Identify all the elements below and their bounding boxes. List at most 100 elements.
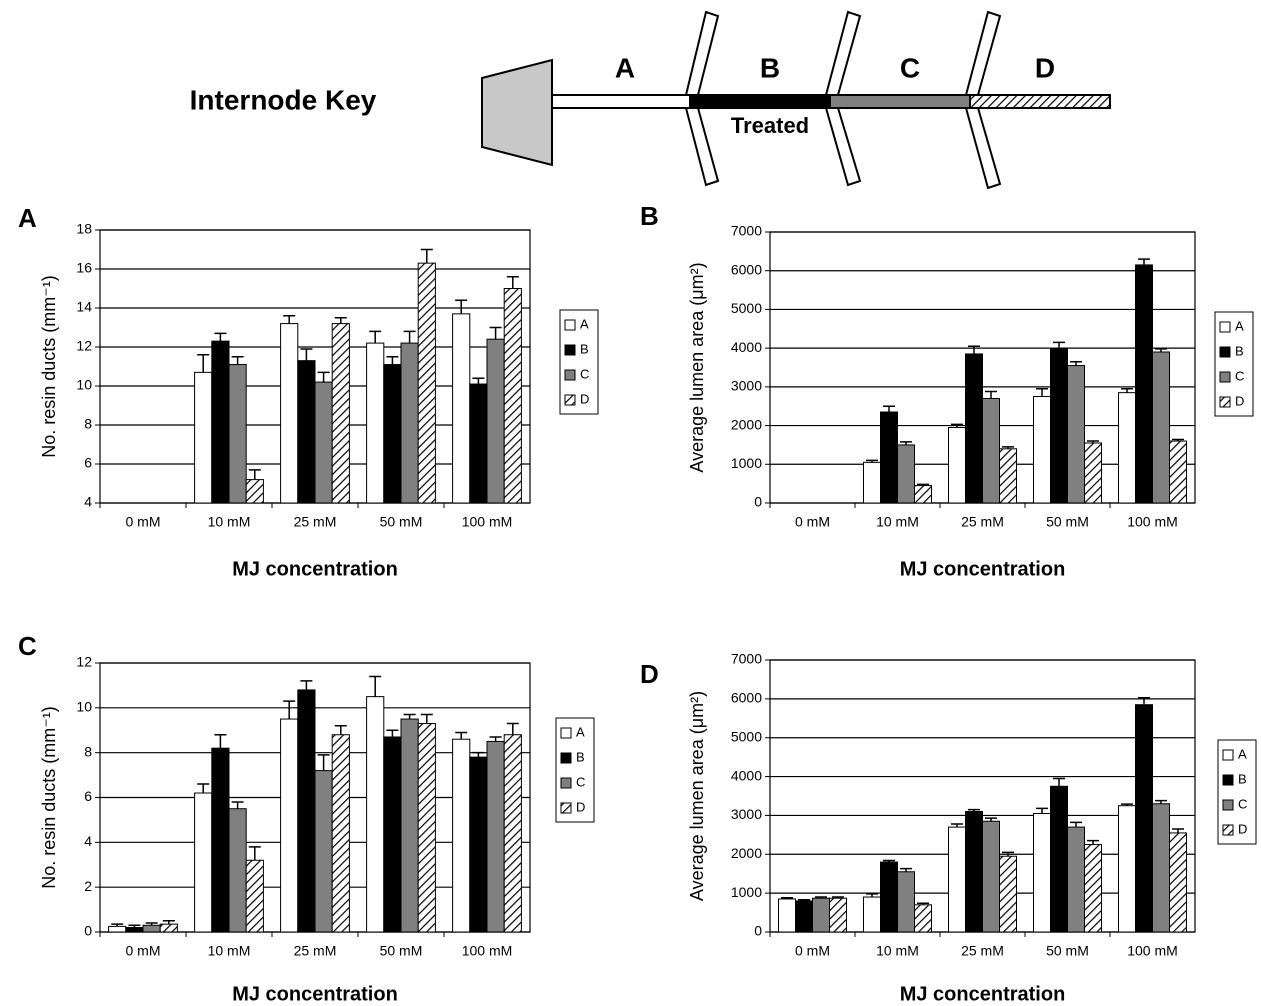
error-bar [318,755,330,771]
bar [315,382,332,503]
error-bar [455,300,467,314]
x-tick-label: 0 mM [126,943,161,959]
legend-label: C [580,366,589,381]
y-tick-label: 2000 [731,416,762,432]
error-bar [386,357,398,365]
bar [418,263,435,503]
y-tick-label: 10 [76,377,92,393]
bar [881,412,898,503]
panel-label: D [640,659,659,689]
bar [470,384,487,503]
y-tick-label: 0 [754,494,762,510]
bar [281,324,298,503]
bar [453,314,470,503]
error-bar [507,277,519,289]
error-bar [283,701,295,719]
error-bar [232,357,244,365]
error-bar [369,331,381,343]
legend-label: D [580,391,589,406]
y-axis-title: No. resin ducts (mm⁻¹) [39,706,59,889]
bar [384,365,401,503]
bar [315,771,332,932]
error-bar [455,732,467,739]
legend-label: A [1235,318,1244,333]
y-tick-label: 1000 [731,884,762,900]
x-tick-label: 100 mM [462,943,513,959]
bar [830,898,847,932]
y-tick-label: 16 [76,260,92,276]
y-tick-label: 8 [84,743,92,759]
legend-label: D [576,799,585,814]
bar [1153,804,1170,932]
legend-swatch [1223,750,1233,760]
bar [109,926,126,932]
legend-swatch [1223,825,1233,835]
legend-label: B [1238,771,1247,786]
bar [864,897,881,932]
error-bar [1087,841,1099,845]
bar [212,748,229,932]
error-bar [421,715,433,724]
bar [160,924,177,932]
key-label: D [1035,52,1055,83]
y-tick-label: 4000 [731,339,762,355]
y-tick-label: 12 [76,338,92,354]
y-axis-title: Average lumen area (μm²) [687,691,707,901]
y-tick-label: 6 [84,455,92,471]
bar [1136,265,1153,503]
legend-swatch [561,753,571,763]
error-bar [1121,389,1133,393]
legend-swatch [561,778,571,788]
error-bar [404,331,416,343]
bar [1051,786,1068,932]
error-bar [1070,362,1082,366]
error-bar [232,802,244,809]
key-segment-d [970,95,1110,108]
error-bar [300,349,312,361]
x-axis-title: MJ concentration [900,983,1066,1005]
y-tick-label: 5000 [731,728,762,744]
bar [453,739,470,932]
error-bar [421,250,433,264]
x-tick-label: 0 mM [795,514,830,530]
bar [1068,827,1085,932]
key-label: B [760,52,780,83]
legend-label: B [1235,343,1244,358]
bar [915,905,932,932]
y-tick-label: 6000 [731,690,762,706]
bar [367,697,384,932]
bar [1170,833,1187,932]
error-bar [1053,779,1065,787]
chart-panel: A46810121416180 mM10 mM25 mM50 mM100 mMN… [18,203,598,580]
bar [1000,449,1017,503]
bar [1051,348,1068,503]
bar [212,341,229,503]
legend-swatch [1223,775,1233,785]
bar [898,872,915,932]
x-tick-label: 100 mM [462,514,513,530]
y-tick-label: 0 [84,923,92,939]
error-bar [197,355,209,373]
y-tick-label: 4 [84,833,92,849]
error-bar [283,316,295,324]
error-bar [197,784,209,793]
x-axis-title: MJ concentration [232,558,398,580]
bar [401,719,418,932]
legend-swatch [1220,372,1230,382]
bar [504,735,521,932]
x-tick-label: 25 mM [961,943,1004,959]
x-tick-label: 50 mM [380,514,423,530]
bar [367,343,384,503]
legend-label: B [576,749,585,764]
x-tick-label: 10 mM [876,943,919,959]
error-bar [1138,259,1150,265]
bar [779,899,796,932]
bar [487,741,504,932]
bar [470,757,487,932]
bar [298,361,315,503]
error-bar [335,726,347,735]
x-axis-title: MJ concentration [900,558,1066,580]
error-bar [490,328,502,340]
bar [332,324,349,503]
